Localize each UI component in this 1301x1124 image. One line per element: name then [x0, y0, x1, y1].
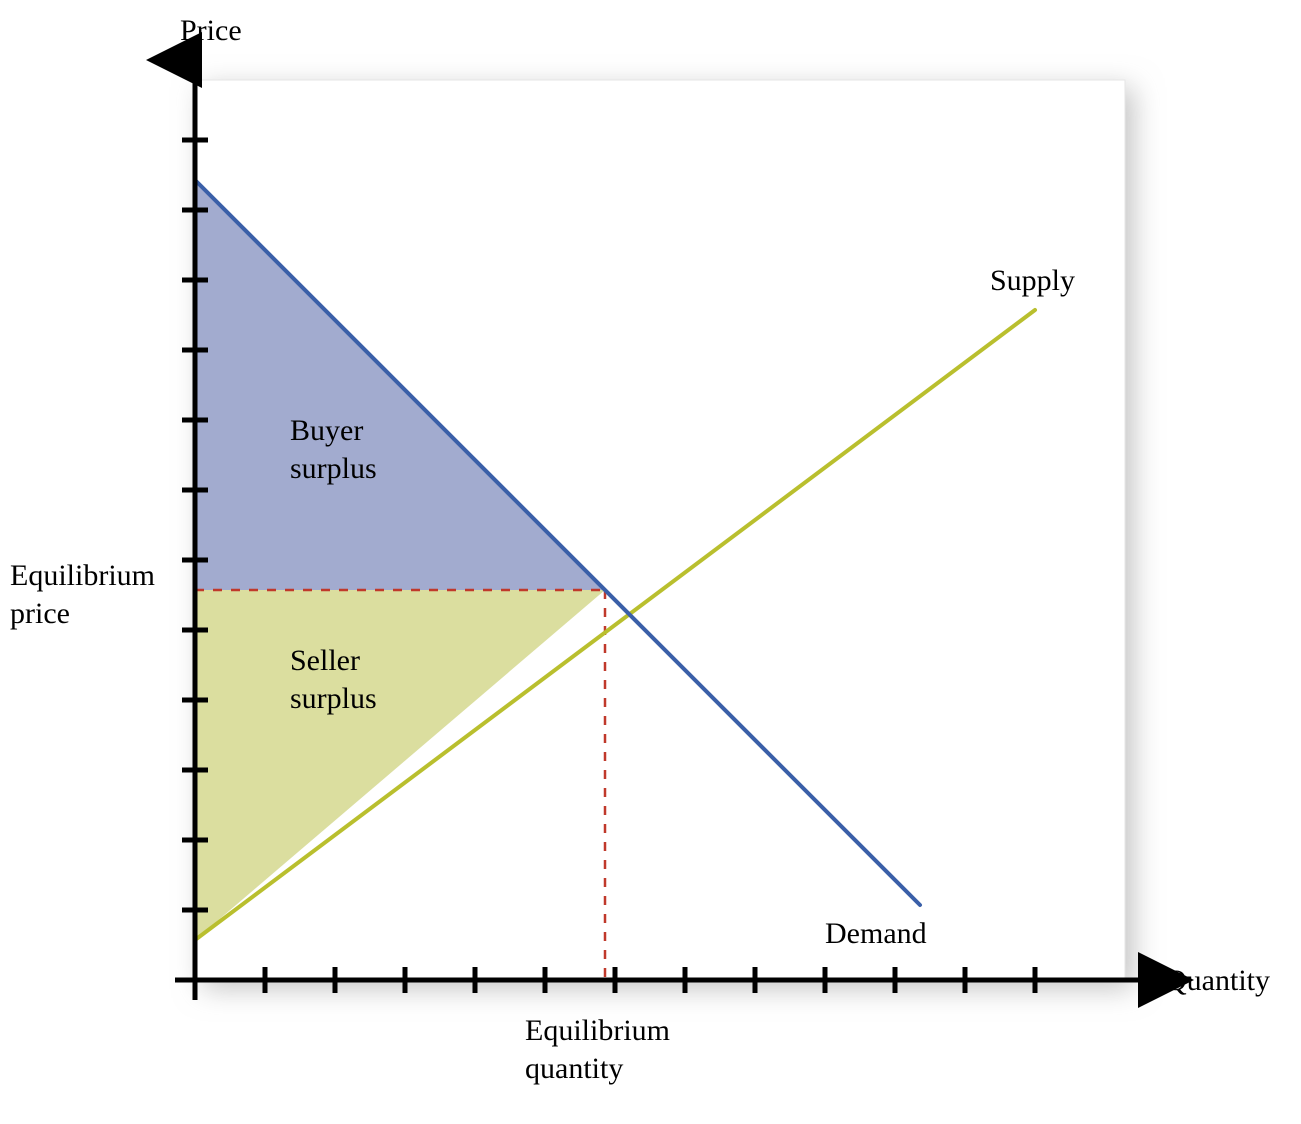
buyer-surplus-label: Buyer — [290, 414, 363, 447]
demand-label: Demand — [825, 917, 927, 950]
equilibrium-quantity-label: Equilibrium — [525, 1014, 670, 1047]
buyer-surplus-label-2: surplus — [290, 452, 377, 485]
y-axis-label: Price — [180, 14, 242, 47]
equilibrium-price-label-2: price — [10, 597, 70, 630]
supply-label: Supply — [990, 264, 1075, 297]
seller-surplus-label: Seller — [290, 644, 360, 677]
chart-container: Price Quantity Supply Demand Buyer surpl… — [0, 0, 1301, 1124]
equilibrium-price-label: Equilibrium — [10, 559, 155, 592]
x-axis-label: Quantity — [1165, 964, 1270, 997]
supply-demand-chart: Price Quantity Supply Demand Buyer surpl… — [0, 0, 1301, 1124]
equilibrium-quantity-label-2: quantity — [525, 1052, 623, 1085]
seller-surplus-label-2: surplus — [290, 682, 377, 715]
